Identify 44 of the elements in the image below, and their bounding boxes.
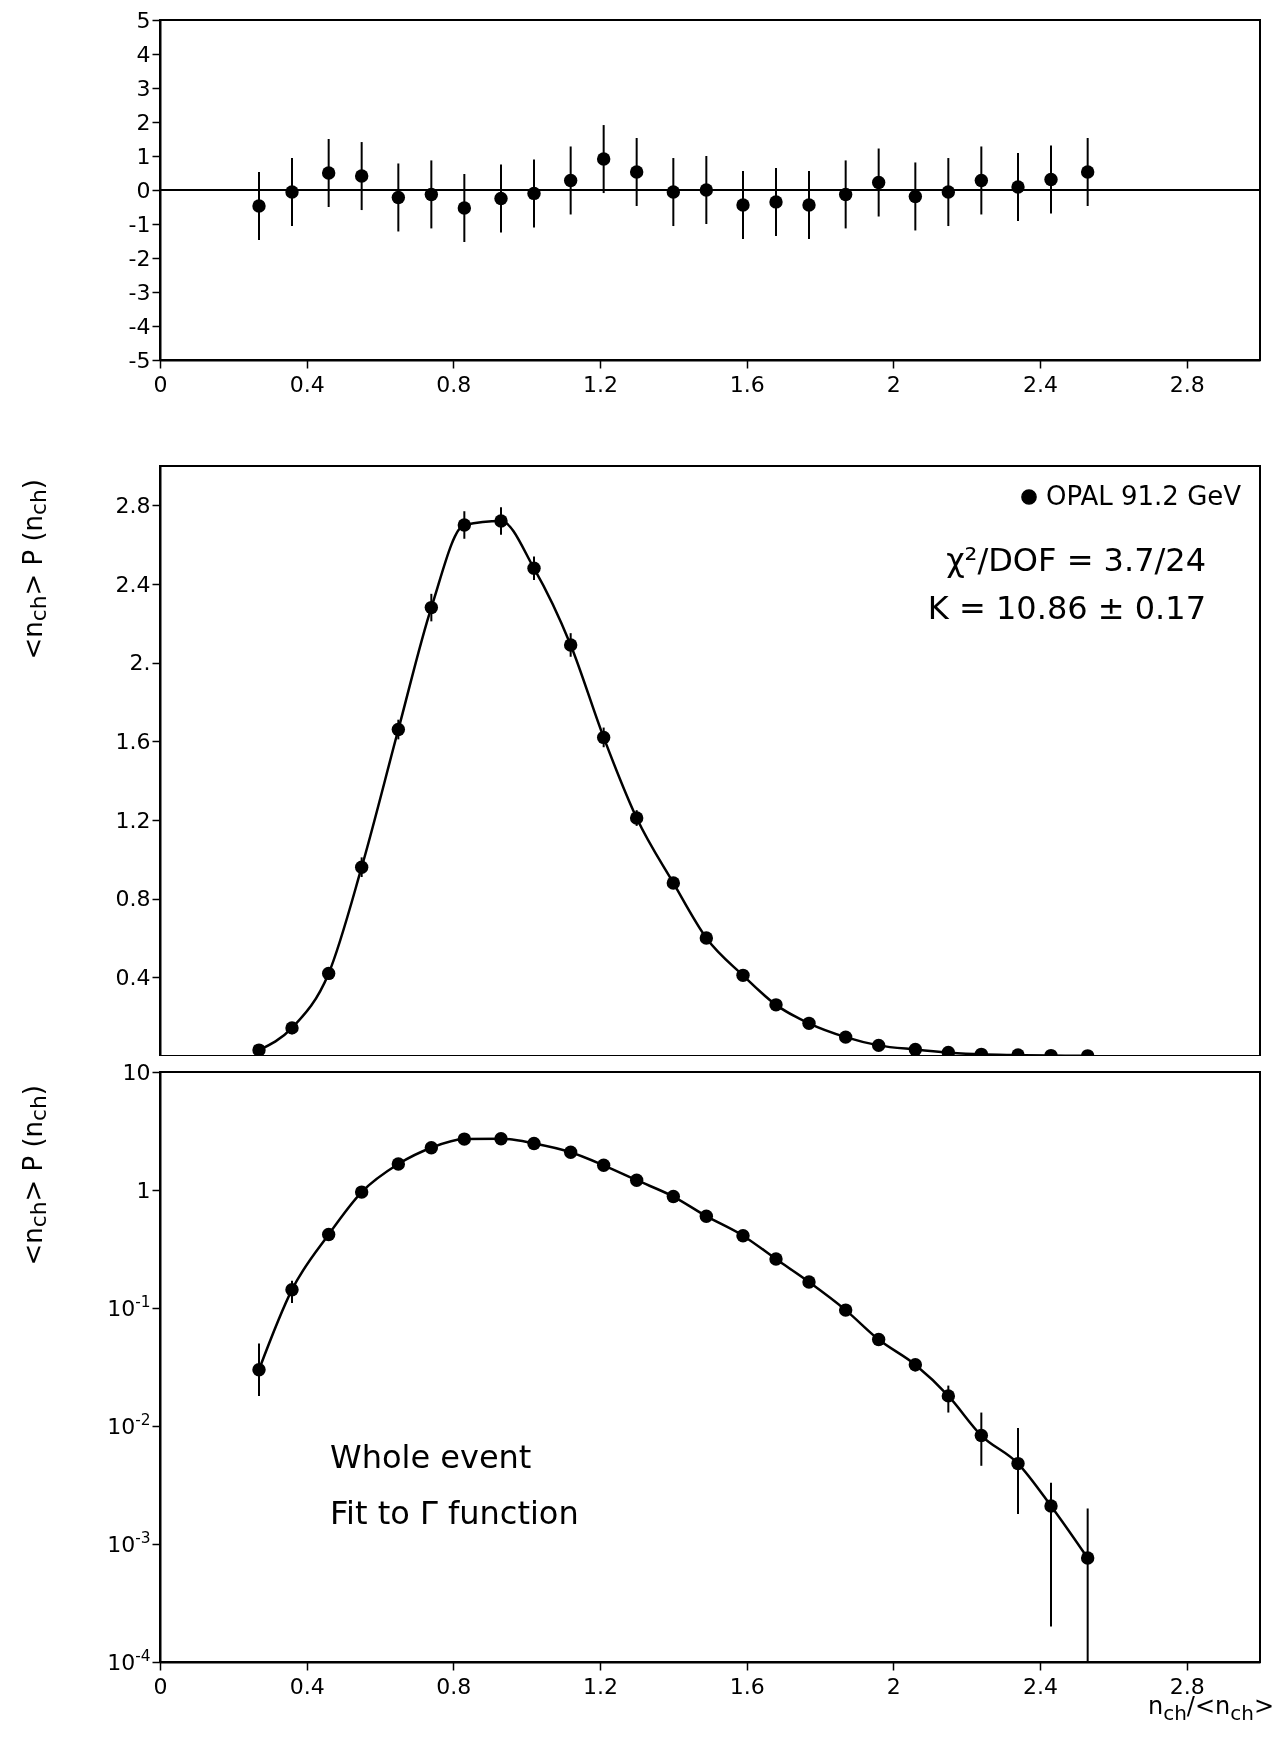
y-tick-label: 0: [136, 177, 151, 203]
x-tick-label: 1.6: [729, 1673, 765, 1699]
annotation: χ²/DOF = 3.7/24: [946, 541, 1206, 579]
y-tick-label: -5: [128, 347, 151, 373]
y-tick-label: 5: [136, 7, 151, 33]
x-tick-label: 0: [153, 371, 168, 397]
y-tick-label: 1.6: [115, 728, 151, 754]
y-tick-label: -4: [128, 313, 151, 339]
annotation: K = 10.86 ± 0.17: [927, 589, 1206, 627]
x-tick-label: 1.2: [583, 1673, 618, 1699]
annotation: Fit to Γ function: [330, 1493, 579, 1532]
y-tick-label: 10$^{-4}$: [107, 1646, 151, 1675]
y-tick-label: -3: [128, 279, 151, 305]
y-tick-label: 3: [136, 75, 151, 101]
x-tick-label: 2.8: [1169, 371, 1205, 397]
y-tick-label: 10: [122, 1059, 151, 1085]
x-tick-label: 2: [886, 1673, 901, 1699]
y-tick-label: 10$^{-3}$: [107, 1528, 151, 1557]
x-tick-label: 0: [153, 1673, 168, 1699]
x-tick-label: 0.4: [289, 371, 325, 397]
y-tick-label: 0.4: [115, 964, 151, 990]
y-tick-label: 4: [136, 41, 151, 67]
annotation: Whole event: [330, 1437, 532, 1476]
x-tick-label: 0.8: [436, 371, 472, 397]
y-tick-label: 2.4: [115, 571, 151, 597]
y-tick-label: 1.2: [115, 807, 151, 833]
x-tick-label: 1.6: [729, 371, 765, 397]
y-tick-label: 0.8: [115, 886, 151, 912]
y-tick-label: 2.: [129, 650, 151, 676]
y-tick-label: -2: [128, 245, 151, 271]
y-tick-label: 10$^{-1}$: [107, 1292, 151, 1321]
x-tick-label: 0.4: [289, 1673, 325, 1699]
y-tick-label: -1: [128, 211, 151, 237]
x-tick-label: 0.8: [436, 1673, 472, 1699]
x-tick-label: 1.2: [583, 371, 618, 397]
y-tick-label: 1: [136, 1177, 151, 1203]
y-tick-label: 2: [136, 109, 151, 135]
y-tick-label: 10$^{-2}$: [107, 1410, 151, 1439]
x-tick-label: 2.4: [1023, 1673, 1058, 1699]
y-tick-label: 1: [136, 143, 151, 169]
x-tick-label: 2: [886, 371, 901, 397]
x-tick-label: 2.4: [1023, 371, 1058, 397]
legend-label: OPAL 91.2 GeV: [1046, 481, 1242, 511]
y-tick-label: 2.8: [115, 492, 151, 518]
